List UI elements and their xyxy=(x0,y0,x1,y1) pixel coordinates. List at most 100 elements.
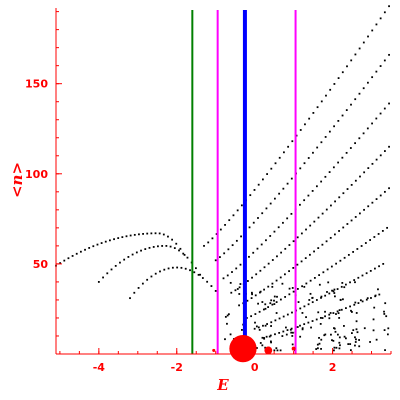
curve-point xyxy=(278,192,281,195)
curve-point xyxy=(262,324,264,327)
scatter-point xyxy=(301,312,304,314)
curve-point xyxy=(133,291,136,294)
scatter-point xyxy=(373,306,376,309)
curve-point xyxy=(340,308,343,311)
curve-point xyxy=(253,327,256,330)
scatter-point xyxy=(291,335,294,337)
curve-point xyxy=(354,216,357,218)
curve-point xyxy=(377,233,380,235)
curve-point xyxy=(342,226,345,229)
curve-point xyxy=(274,333,276,336)
scatter-point xyxy=(296,326,299,328)
curve-point xyxy=(227,248,230,251)
curve-point xyxy=(375,23,378,26)
curve-point xyxy=(328,171,331,173)
y-tick-label: 100 xyxy=(25,168,48,181)
curve-point xyxy=(71,255,74,257)
scatter-point xyxy=(301,327,304,330)
curve-point xyxy=(324,136,327,138)
curve-point xyxy=(113,238,115,241)
curve-point xyxy=(357,276,360,279)
curve-point xyxy=(286,182,289,185)
curve-point xyxy=(318,274,321,276)
curve-point xyxy=(324,294,327,297)
curve-point xyxy=(371,201,374,204)
scatter-point xyxy=(290,331,293,334)
curve-point xyxy=(84,248,86,251)
scatter-point xyxy=(288,287,291,290)
curve-point xyxy=(252,221,255,224)
scatter-point xyxy=(320,295,323,298)
scatter-point xyxy=(250,291,253,294)
scatter-point xyxy=(338,336,341,339)
curve-point xyxy=(162,233,165,236)
red-blob-layer xyxy=(212,334,296,363)
curve-point xyxy=(362,87,365,90)
curve-point xyxy=(358,92,361,95)
curve-point xyxy=(230,291,233,294)
curve-point xyxy=(303,199,306,202)
scatter-point xyxy=(273,303,276,305)
curve-point xyxy=(117,237,120,239)
x-tick-label: -4 xyxy=(93,361,106,374)
curve-point xyxy=(375,158,378,161)
curve-point xyxy=(286,217,289,220)
curve-point xyxy=(235,267,238,270)
curve-point xyxy=(121,236,124,239)
curve-point xyxy=(282,187,285,190)
curve-point xyxy=(270,321,273,324)
curve-point xyxy=(290,327,293,330)
curve-point xyxy=(308,117,311,120)
curve-point xyxy=(211,237,214,240)
curve-point xyxy=(203,244,205,247)
red-blob xyxy=(291,346,296,351)
curve-point xyxy=(379,112,382,115)
curve-point xyxy=(383,107,386,110)
curve-point xyxy=(266,323,269,325)
curve-point xyxy=(383,11,386,14)
scatter-point xyxy=(377,288,379,291)
curve-point xyxy=(171,238,174,241)
curve-point xyxy=(195,267,197,270)
curve-point xyxy=(307,321,310,324)
curve-point xyxy=(271,303,274,306)
curve-point xyxy=(374,267,376,270)
curve-point xyxy=(379,194,382,197)
scatter-point xyxy=(338,341,341,344)
curve-point xyxy=(303,162,306,165)
curve-point xyxy=(374,295,377,298)
curve-point xyxy=(228,219,231,222)
curve-point xyxy=(299,167,302,170)
curve-point xyxy=(299,324,301,327)
curve-point xyxy=(261,212,264,215)
curve-point xyxy=(341,71,344,74)
y-axis-title: <n> xyxy=(8,162,26,198)
curve-point xyxy=(299,203,301,206)
curve-point xyxy=(350,219,353,222)
curve-point xyxy=(135,251,138,254)
scatter-point xyxy=(316,347,319,350)
scatter-point xyxy=(276,349,279,352)
curve-point xyxy=(261,178,264,181)
scatter-point xyxy=(268,335,271,338)
curve-point xyxy=(290,177,293,180)
curve-point xyxy=(299,307,302,310)
curve-point xyxy=(287,145,290,148)
curve-point xyxy=(358,212,361,215)
curve-point xyxy=(207,241,210,244)
curve-point xyxy=(330,265,333,268)
scatter-point xyxy=(347,343,350,345)
scatter-point xyxy=(349,349,352,352)
curve-point xyxy=(378,293,381,296)
scatter-point xyxy=(326,291,328,293)
curve-point xyxy=(337,161,340,164)
curve-point xyxy=(150,275,153,278)
curve-point xyxy=(269,202,272,205)
scatter-point xyxy=(227,313,230,316)
curve-point xyxy=(320,141,323,144)
scatter-point xyxy=(333,349,335,352)
curve-point xyxy=(63,259,66,262)
scatter-point xyxy=(316,343,319,346)
curve-point xyxy=(379,154,382,157)
curve-point xyxy=(142,232,144,235)
